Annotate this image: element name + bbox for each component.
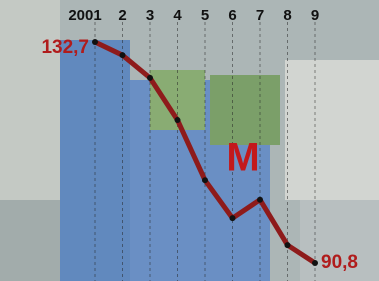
point xyxy=(312,260,318,266)
point xyxy=(92,39,98,45)
point xyxy=(175,117,181,123)
chart: 2001 2 3 4 5 6 7 8 9 132,7 90,8 M xyxy=(0,0,379,281)
point xyxy=(285,242,291,248)
value-label: 90,8 xyxy=(321,252,358,273)
x-tick-label: 5 xyxy=(201,7,209,24)
point xyxy=(202,177,208,183)
x-tick-label: 2 xyxy=(118,7,126,24)
annotation: M xyxy=(226,136,259,180)
point xyxy=(120,52,126,58)
x-tick-label: 3 xyxy=(146,7,154,24)
x-tick-label: 6 xyxy=(228,7,236,24)
point xyxy=(257,197,263,203)
page: {"chart_data":{"type":"line","annotation… xyxy=(0,0,379,281)
x-tick-label: 4 xyxy=(173,7,182,24)
x-tick-label: 9 xyxy=(311,7,319,24)
x-tick-label: 2001 xyxy=(68,7,101,24)
x-tick-label: 7 xyxy=(256,7,264,24)
point xyxy=(147,75,153,81)
value-label: 132,7 xyxy=(41,37,89,58)
x-tick-label: 8 xyxy=(283,7,291,24)
point xyxy=(230,215,236,221)
